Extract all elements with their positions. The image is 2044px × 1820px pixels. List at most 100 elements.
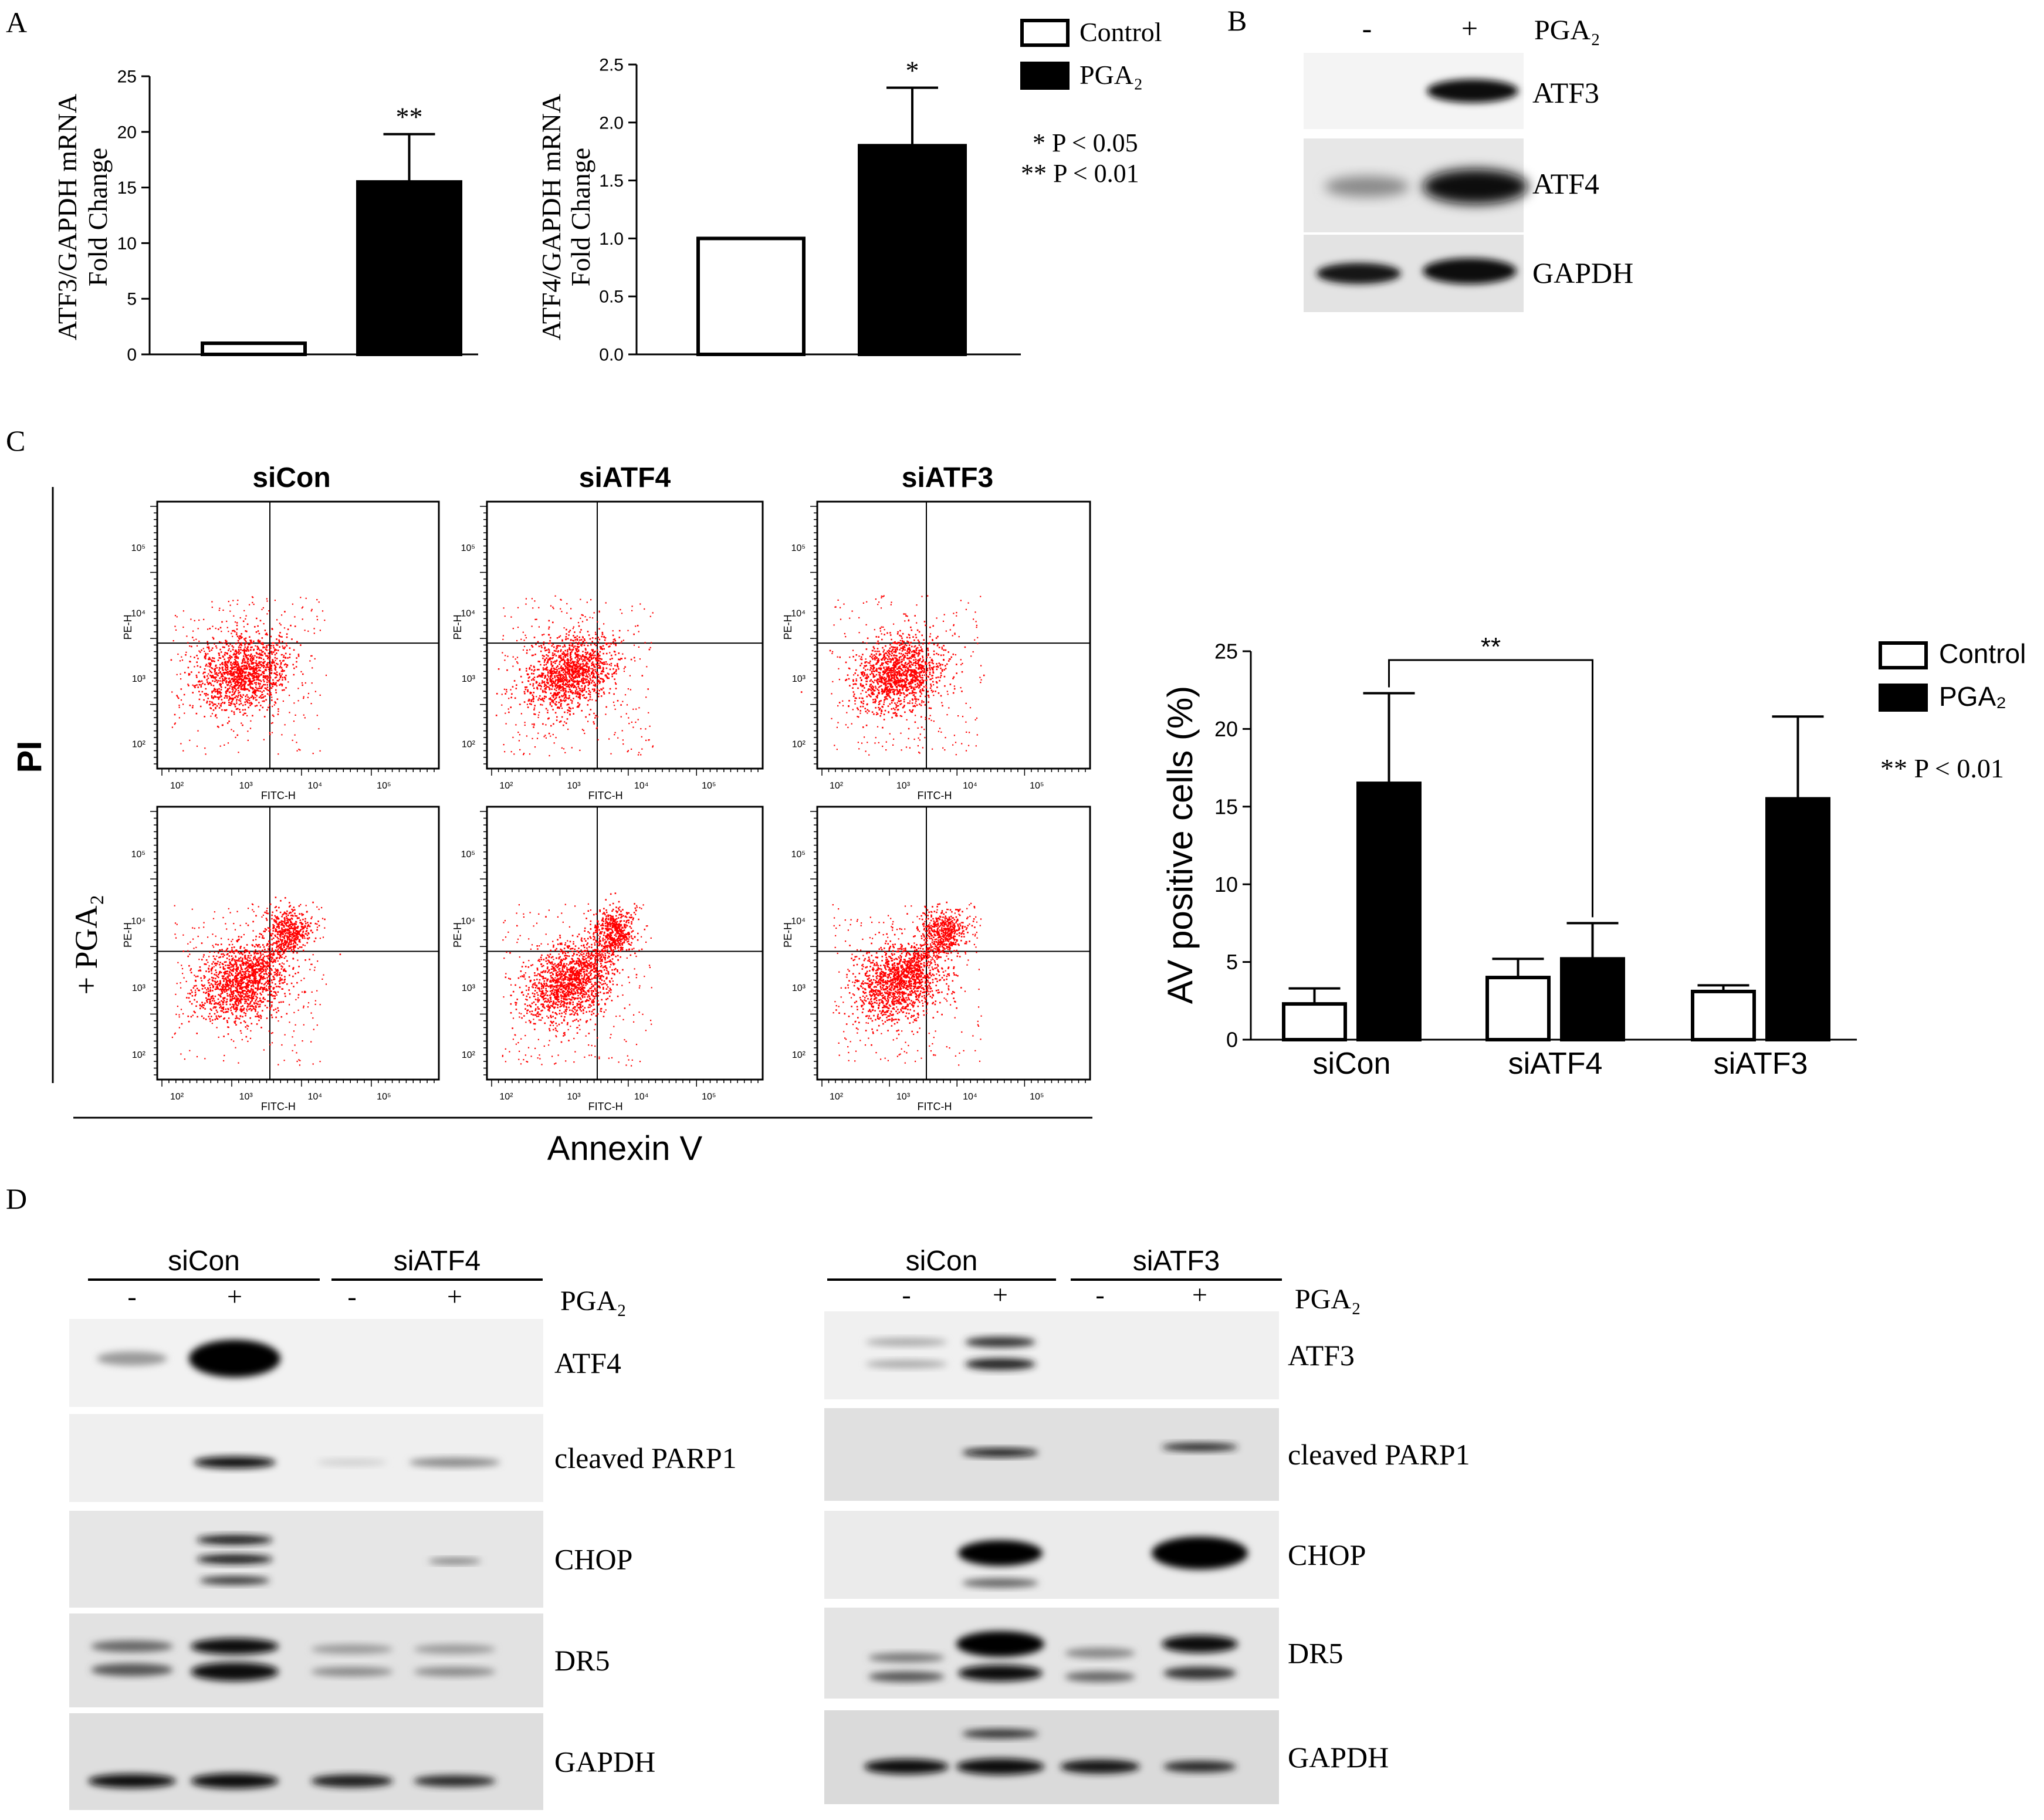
x-decade-label: 10³ [896,1092,911,1102]
atf3-mrna-chart: ATF3/GAPDH mRNA Fold Change 0 5 10 15 20 25 *… [52,67,478,365]
x-decade-label: 10⁵ [1030,1092,1044,1102]
flow-col-siatf4: siATF4 [579,462,671,493]
y-tick-label: 20 [117,123,137,142]
legend-a: Control PGA₂ * P < 0.05 ** P < 0.01 [1020,17,1162,188]
blot-band [199,1576,270,1585]
av-bars [1282,692,1830,1042]
bar [201,341,307,356]
flow-plot-x-label: FITC-H [588,1101,623,1112]
y-decade-label: 10³ [462,674,476,684]
x-decade-label: 10⁵ [702,1092,716,1102]
blot-lane-sign: - [902,1280,911,1310]
x-decade-label: 10³ [239,781,253,791]
flow-row-label: + PGA₂ [69,895,104,995]
flow-cytometry: siCon siATF4 siATF3 PI + PGA₂ Annexin V … [11,462,1092,1168]
blot-band [865,1360,947,1368]
x-decade-label: 10² [830,781,844,791]
y-decade-label: 10³ [132,983,146,993]
blot-group-label: siCon [906,1246,978,1277]
flow-plot-frame [156,500,440,770]
blot-band [191,1773,279,1789]
blot-band [197,1554,273,1564]
y-tick-label: 5 [1226,950,1238,974]
y-tick-label: 10 [117,234,137,253]
atf3-ylabel: ATF3/GAPDH mRNA [52,94,82,340]
flow-plot: 10² 10² 10³ 10³ 10⁴ 10⁴ 10⁵ 10⁵ FITC-H PE-H [782,806,1091,1112]
blot-band-label: CHOP [554,1543,632,1576]
blot-band [91,1663,173,1676]
flow-y-axis-label: PI [11,741,49,773]
y-decade-label: 10² [462,740,476,750]
x-decade-label: 10³ [896,781,911,791]
blot-group-label: siATF3 [1133,1246,1220,1277]
x-decade-label: 10⁴ [634,1092,649,1102]
blot-band [97,1351,167,1366]
flow-plot-frame [816,500,1091,770]
bar [1282,1002,1347,1041]
blot-group-label: siATF4 [394,1246,480,1277]
blot-band [868,1653,945,1663]
x-category-label: siATF4 [1508,1047,1603,1081]
panel-label-d: D [6,1182,27,1215]
blot-b-band-atf4 [1423,169,1528,204]
av-ylabel: AV positive cells (%) [1160,686,1200,1004]
y-decade-label: 10² [132,740,146,750]
y-decade-label: 10³ [792,983,806,993]
y-decade-label: 10⁵ [791,543,806,553]
flow-col-sicon: siCon [252,462,330,493]
flow-plot-x-label: FITC-H [917,1101,952,1112]
y-decade-label: 10³ [792,674,806,684]
x-decade-label: 10² [170,1092,184,1102]
y-tick-label: 25 [1214,640,1238,664]
atf4-ylabel: ATF4/GAPDH mRNA [536,94,566,340]
y-decade-label: 10⁵ [131,543,145,553]
blot-band [91,1640,173,1652]
x-decade-label: 10² [170,781,184,791]
blot-band [962,1729,1038,1738]
y-tick-label: 5 [127,290,137,309]
blot-band [189,1339,280,1378]
y-decade-label: 10⁴ [131,609,145,619]
y-tick-label: 2.5 [599,56,624,75]
y-tick-label: 0 [1226,1028,1238,1052]
bar [1356,782,1422,1041]
flow-plot-frame [156,806,440,1081]
flow-plot-x-label: FITC-H [917,790,952,801]
blot-band [311,1774,393,1788]
y-decade-label: 10⁵ [791,850,806,860]
y-tick-label: 15 [117,178,137,198]
y-decade-label: 10⁴ [461,916,475,926]
y-decade-label: 10² [132,1050,146,1060]
y-decade-label: 10⁴ [791,609,806,619]
flow-plot-y-label: PE-H [782,614,794,640]
y-decade-label: 10⁴ [791,916,806,926]
blot-strip [69,1713,543,1810]
legend-c: Control PGA₂ ** P < 0.01 [1879,638,2026,783]
bar [696,236,806,356]
x-decade-label: 10⁴ [307,781,322,791]
blot-band [1162,1635,1238,1653]
blot-b-label-atf3: ATF3 [1532,76,1599,109]
flow-scatter-dots [171,897,341,1066]
av-comparison-significance: ** [1481,632,1501,661]
blot-d-left: siCon siATF4 - + - + PGA₂ ATF4 cleaved PARP1 CHOP… [69,1246,737,1810]
blot-b: - + PGA₂ ATF3 ATF4 GAPDH [1304,12,1633,312]
flow-plot: 10² 10² 10³ 10³ 10⁴ 10⁴ 10⁵ 10⁵ FITC-H PE-H [452,500,764,801]
x-decade-label: 10⁵ [377,1092,391,1102]
blot-band [409,1457,500,1467]
blot-band [1065,1671,1135,1682]
x-decade-label: 10⁵ [702,781,716,791]
bar [858,144,967,356]
blot-band [317,1459,387,1466]
flow-plot: 10² 10² 10³ 10³ 10⁴ 10⁴ 10⁵ 10⁵ FITC-H PE-H [122,500,440,801]
av-x-labels: siCon siATF4 siATF3 [1313,1047,1808,1081]
blot-band [311,1644,393,1654]
blot-band [962,1578,1038,1588]
panel-label-b: B [1227,4,1247,37]
blot-b-treatment: PGA₂ [1534,15,1600,46]
blot-band [868,1671,945,1682]
y-tick-label: 1.5 [599,171,624,191]
x-decade-label: 10² [830,1092,844,1102]
